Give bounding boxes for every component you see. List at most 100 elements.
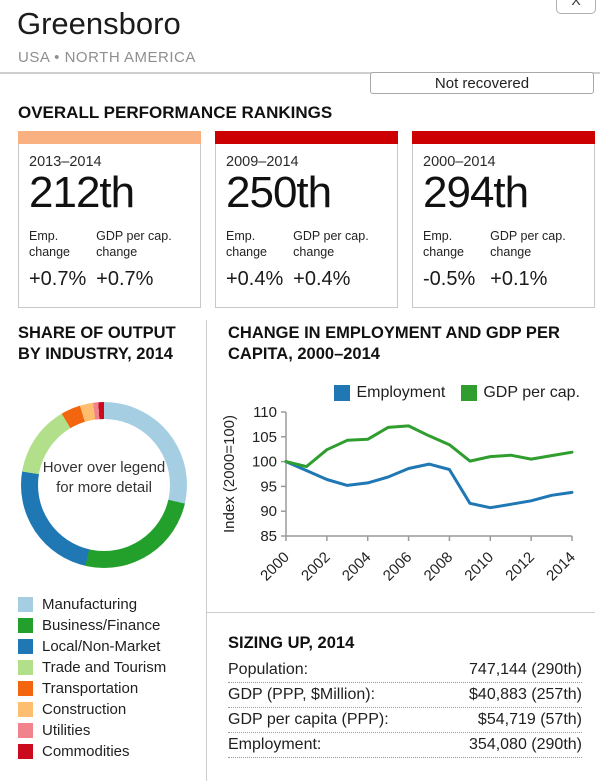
y-tick-label: 110 <box>253 404 277 421</box>
legend-swatch <box>461 385 478 401</box>
x-tick-label: 2000 <box>257 549 293 585</box>
ranking-card-2013-2014: 2013–2014 212th Emp. change GDP per cap.… <box>18 131 201 308</box>
card-color-bar <box>18 131 201 144</box>
gdp-change-label: GDP per cap. change <box>96 229 172 260</box>
legend-swatch <box>18 618 33 633</box>
industry-legend: Manufacturing Business/Finance Local/Non-M… <box>18 594 166 762</box>
table-row: Employment: 354,080 (290th) <box>228 733 582 758</box>
row-label: GDP per capita (PPP): <box>228 711 389 728</box>
industry-heading: SHARE OF OUTPUT BY INDUSTRY, 2014 <box>18 324 176 363</box>
ranking-card-2009-2014: 2009–2014 250th Emp. change GDP per cap.… <box>215 131 398 308</box>
legend-swatch <box>18 639 33 654</box>
emp-change-value: -0.5% <box>423 267 476 290</box>
x-tick-label: 2014 <box>543 549 579 585</box>
table-row: GDP (PPP, $Million): $40,883 (257th) <box>228 683 582 708</box>
donut-center-text: Hover over legend for more detail <box>42 459 166 497</box>
legend-swatch <box>334 385 351 401</box>
series-line-employment <box>284 460 574 510</box>
row-value: $54,719 (57th) <box>477 711 582 728</box>
row-label: GDP (PPP, $Million): <box>228 686 376 703</box>
series-line-gdp-per-cap- <box>284 424 574 469</box>
x-tick-label: 2012 <box>502 549 538 585</box>
card-rank: 250th <box>226 168 332 217</box>
gdp-change-value: +0.1% <box>490 267 548 290</box>
gdp-change-value: +0.4% <box>293 267 351 290</box>
y-tick-label: 100 <box>252 454 277 471</box>
table-row: Population: 747,144 (290th) <box>228 658 582 683</box>
industry-legend-item[interactable]: Trade and Tourism <box>18 657 166 678</box>
card-color-bar <box>215 131 398 144</box>
legend-label: Local/Non-Market <box>42 638 161 655</box>
legend-label: Commodities <box>42 743 130 760</box>
header-divider <box>0 72 600 74</box>
emp-change-label: Emp. change <box>226 229 268 260</box>
y-tick-label: 105 <box>252 429 277 446</box>
industry-legend-item[interactable]: Business/Finance <box>18 615 166 636</box>
industry-legend-item[interactable]: Transportation <box>18 678 166 699</box>
sizing-divider <box>207 612 595 613</box>
column-divider <box>206 320 207 781</box>
x-tick-label: 2006 <box>380 549 416 585</box>
legend-label: Manufacturing <box>42 596 138 613</box>
chart-legend-item[interactable]: GDP per cap. <box>461 384 580 402</box>
y-tick-label: 85 <box>260 528 277 545</box>
industry-legend-item[interactable]: Local/Non-Market <box>18 636 166 657</box>
row-value: $40,883 (257th) <box>469 686 582 703</box>
chart-legend-item[interactable]: Employment <box>334 384 445 402</box>
y-tick-label: 90 <box>260 503 277 520</box>
gdp-change-label: GDP per cap. change <box>293 229 369 260</box>
page-title: Greensboro <box>17 6 181 41</box>
legend-swatch <box>18 597 33 612</box>
emp-change-value: +0.4% <box>226 267 284 290</box>
emp-change-value: +0.7% <box>29 267 87 290</box>
legend-label: Transportation <box>42 680 139 697</box>
sizing-table: Population: 747,144 (290th) GDP (PPP, $M… <box>228 658 582 758</box>
legend-label: Business/Finance <box>42 617 161 634</box>
industry-legend-item[interactable]: Utilities <box>18 720 166 741</box>
legend-label: Employment <box>356 384 446 401</box>
legend-swatch <box>18 744 33 759</box>
x-tick-label: 2010 <box>461 549 497 585</box>
sizing-heading: SIZING UP, 2014 <box>228 634 355 652</box>
legend-swatch <box>18 681 33 696</box>
row-value: 747,144 (290th) <box>469 661 582 678</box>
card-period: 2000–2014 <box>423 154 496 170</box>
industry-donut-chart: Hover over legend for more detail <box>21 402 187 568</box>
legend-label: Trade and Tourism <box>42 659 167 676</box>
employment-chart-heading: CHANGE IN EMPLOYMENT AND GDP PER CAPITA,… <box>228 324 560 363</box>
legend-swatch <box>18 723 33 738</box>
legend-label: Utilities <box>42 722 91 739</box>
row-value: 354,080 (290th) <box>469 736 582 753</box>
x-tick-label: 2008 <box>421 549 457 585</box>
legend-label: GDP per cap. <box>483 384 580 401</box>
recovery-status-button[interactable]: Not recovered <box>370 72 594 94</box>
row-label: Population: <box>228 661 309 678</box>
table-row: GDP per capita (PPP): $54,719 (57th) <box>228 708 582 733</box>
card-period: 2013–2014 <box>29 154 102 170</box>
ranking-cards: 2013–2014 212th Emp. change GDP per cap.… <box>18 131 595 308</box>
row-label: Employment: <box>228 736 322 753</box>
legend-swatch <box>18 660 33 675</box>
x-tick-label: 2002 <box>298 549 334 585</box>
x-tick-label: 2004 <box>339 549 375 585</box>
emp-change-label: Emp. change <box>423 229 465 260</box>
y-tick-label: 95 <box>260 478 277 495</box>
industry-legend-item[interactable]: Commodities <box>18 741 166 762</box>
line-chart-legend: Employment GDP per cap. <box>334 384 580 402</box>
legend-swatch <box>18 702 33 717</box>
rankings-heading: OVERALL PERFORMANCE RANKINGS <box>18 103 333 122</box>
donut-hole <box>38 419 170 551</box>
y-axis-title: Index (2000=100) <box>221 415 238 533</box>
gdp-change-value: +0.7% <box>96 267 154 290</box>
gdp-change-label: GDP per cap. change <box>490 229 566 260</box>
card-color-bar <box>412 131 595 144</box>
card-rank: 212th <box>29 168 135 217</box>
page-subtitle: USA • NORTH AMERICA <box>18 49 196 66</box>
emp-change-label: Emp. change <box>29 229 71 260</box>
industry-legend-item[interactable]: Construction <box>18 699 166 720</box>
industry-legend-item[interactable]: Manufacturing <box>18 594 166 615</box>
card-period: 2009–2014 <box>226 154 299 170</box>
ranking-card-2000-2014: 2000–2014 294th Emp. change GDP per cap.… <box>412 131 595 308</box>
close-button[interactable]: X <box>556 0 596 14</box>
